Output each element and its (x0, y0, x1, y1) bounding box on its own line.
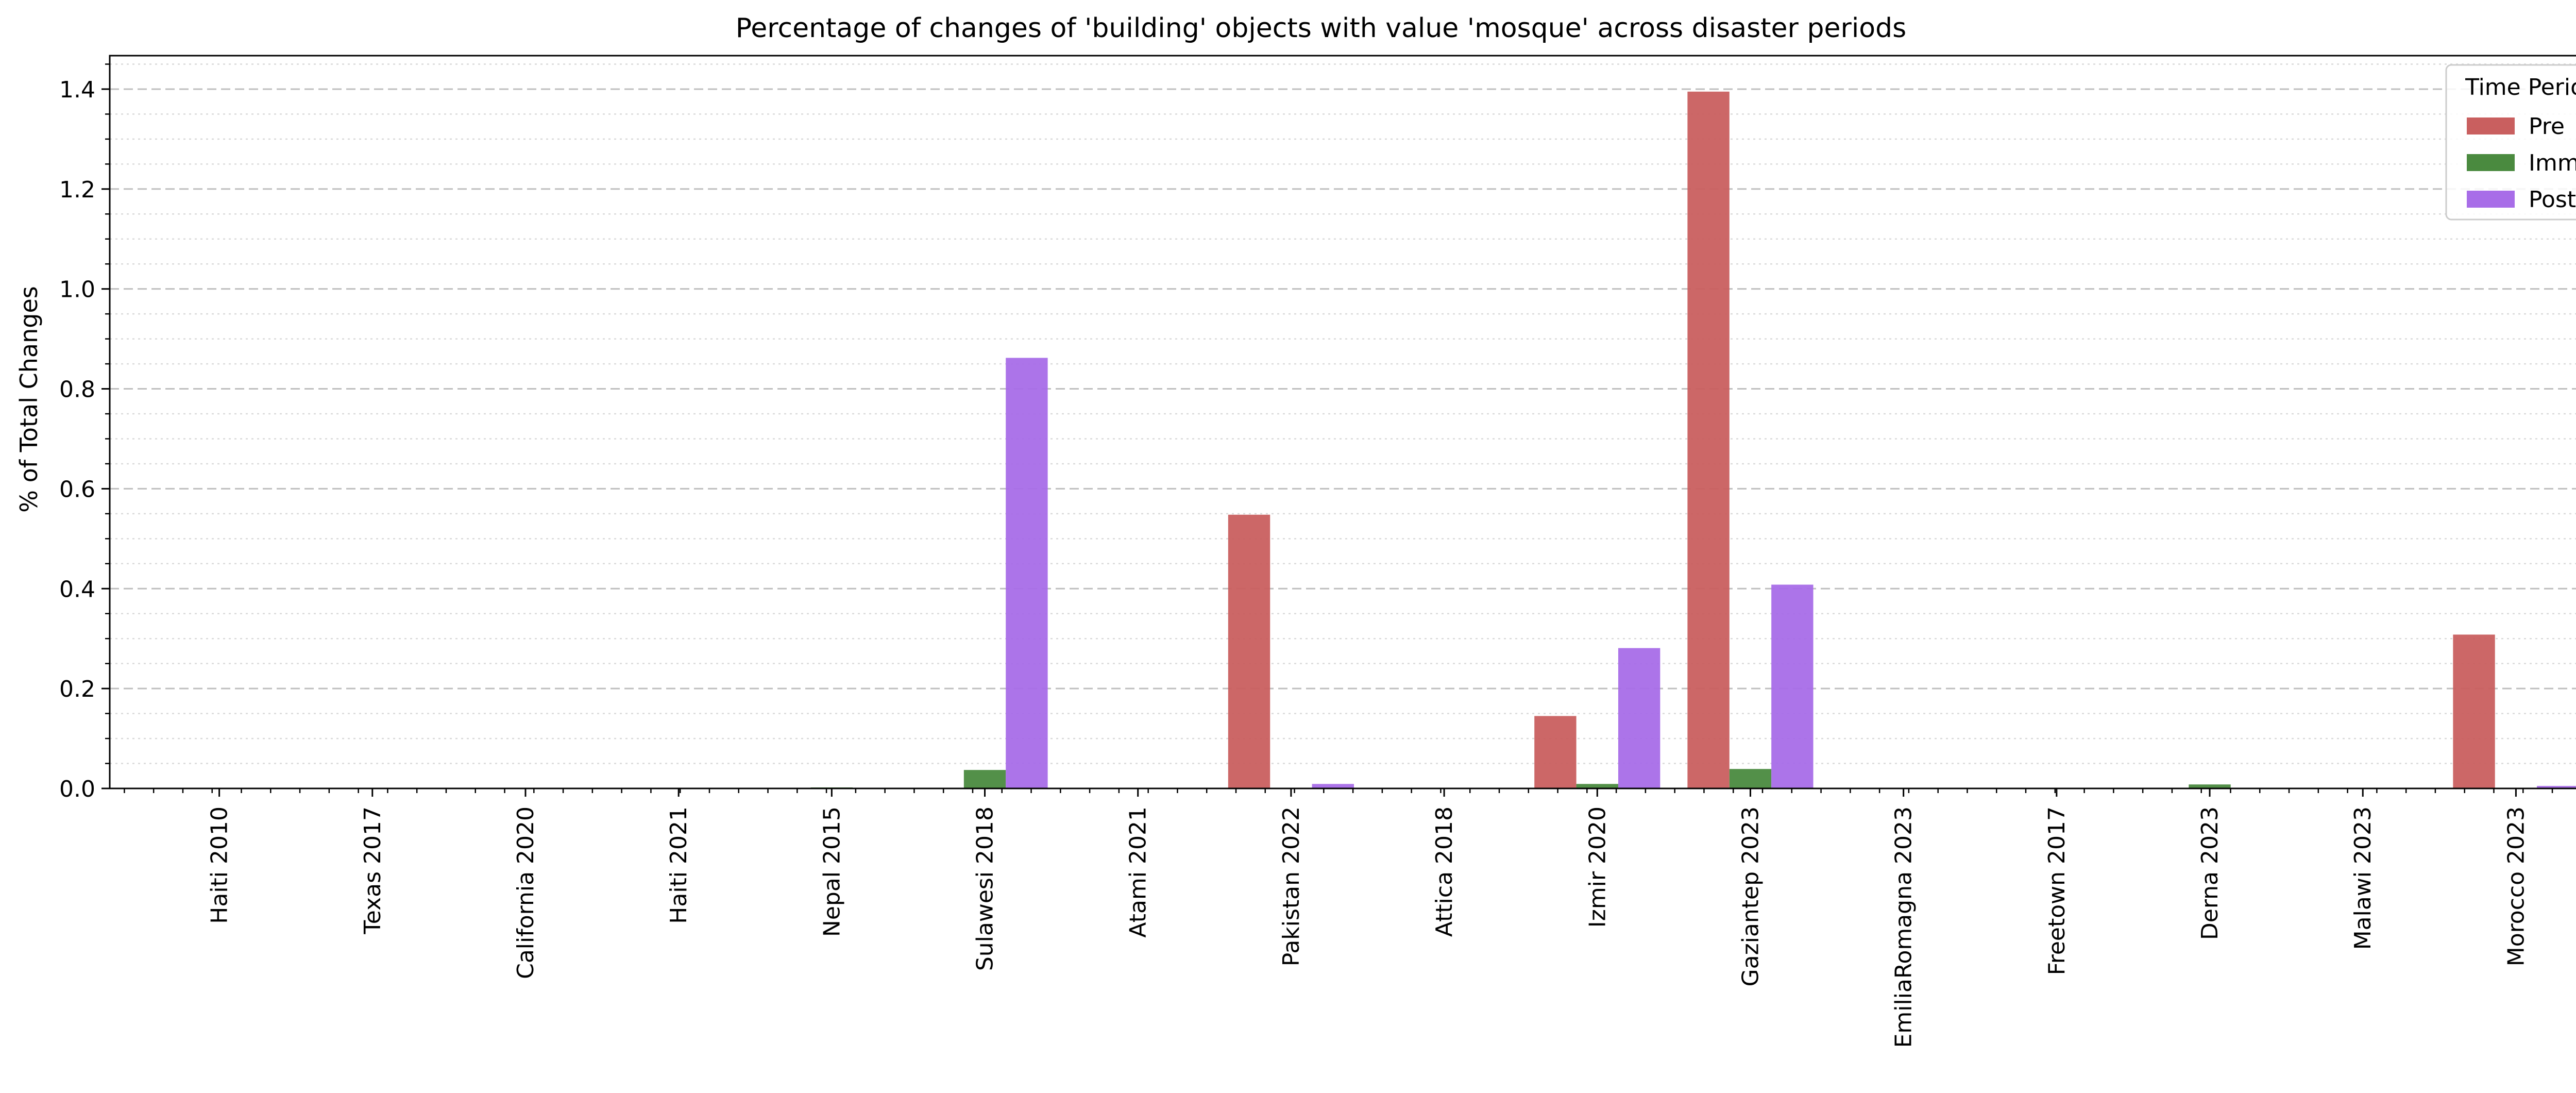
x-tick-label: California 2020 (513, 806, 539, 979)
legend-swatch-imm (2467, 154, 2515, 171)
y-tick-label: 0.8 (59, 377, 95, 403)
bar-pre-izmir-2020 (1534, 716, 1577, 788)
y-tick-label: 0.6 (59, 476, 95, 502)
x-tick-label: Freetown 2017 (2044, 806, 2070, 975)
x-tick-label: Gaziantep 2023 (1737, 806, 1764, 986)
bar-pre-morocco-2023 (2453, 634, 2495, 788)
x-tick-label: Malawi 2023 (2350, 806, 2376, 950)
legend-box (2445, 64, 2576, 221)
y-tick-label: 1.4 (59, 77, 95, 103)
legend-label-pre: Pre (2529, 113, 2565, 140)
bar-imm-gaziantep-2023 (1729, 769, 1772, 788)
x-tick-label: Nepal 2015 (819, 806, 845, 937)
x-tick-label: Atami 2021 (1125, 806, 1151, 938)
legend-label-imm: Imm (2529, 150, 2576, 176)
grid-lines (110, 63, 2576, 764)
legend: Time Period Pre Imm Post (2445, 64, 2576, 221)
x-tick-label: Sulawesi 2018 (972, 806, 998, 971)
bar-post-izmir-2020 (1618, 648, 1660, 788)
y-axis-label: % of Total Changes (15, 286, 43, 512)
x-tick-label: Morocco 2023 (2503, 806, 2529, 966)
x-tick-label: Texas 2017 (360, 806, 386, 935)
x-tick-label: Izmir 2020 (1584, 806, 1611, 928)
bar-imm-izmir-2020 (1576, 784, 1618, 788)
legend-swatch-pre (2467, 117, 2515, 134)
axes: 0.0 0.2 0.4 0.6 0.8 1.0 1.2 1.4 Haiti 2010 Texas … (59, 55, 2576, 1048)
bar-post-pakistan-2022 (1312, 784, 1354, 788)
y-tick-label: 0.2 (59, 676, 95, 702)
x-tick-label: Pakistan 2022 (1278, 806, 1304, 966)
bar-post-morocco-2023 (2537, 786, 2576, 788)
legend-label-post: Post (2529, 187, 2576, 213)
chart-title: Percentage of changes of 'building' obje… (736, 13, 1906, 44)
plot-frame (109, 55, 2576, 789)
bar-imm-derna-2023 (2189, 784, 2231, 788)
bar-pre-pakistan-2022 (1228, 514, 1270, 788)
y-tick-label: 1.2 (59, 177, 95, 203)
y-tick-label: 1.0 (59, 277, 95, 303)
x-tick-label: Haiti 2021 (666, 806, 692, 924)
bar-post-sulawesi-2018 (1006, 358, 1048, 788)
x-tick-label: Derna 2023 (2197, 806, 2223, 940)
y-tick-label: 0.4 (59, 576, 95, 602)
x-tick-label: EmiliaRomagna 2023 (1891, 806, 1917, 1048)
bar-post-gaziantep-2023 (1771, 584, 1814, 788)
x-tick-label: Attica 2018 (1431, 806, 1458, 937)
bar-imm-sulawesi-2018 (963, 770, 1006, 788)
x-tick-label: Haiti 2010 (207, 806, 233, 924)
legend-title: Time Period (2465, 74, 2576, 100)
legend-swatch-post (2467, 191, 2515, 208)
bars (810, 91, 2576, 789)
bar-pre-gaziantep-2023 (1687, 91, 1730, 789)
y-tick-label: 0.0 (59, 776, 95, 802)
